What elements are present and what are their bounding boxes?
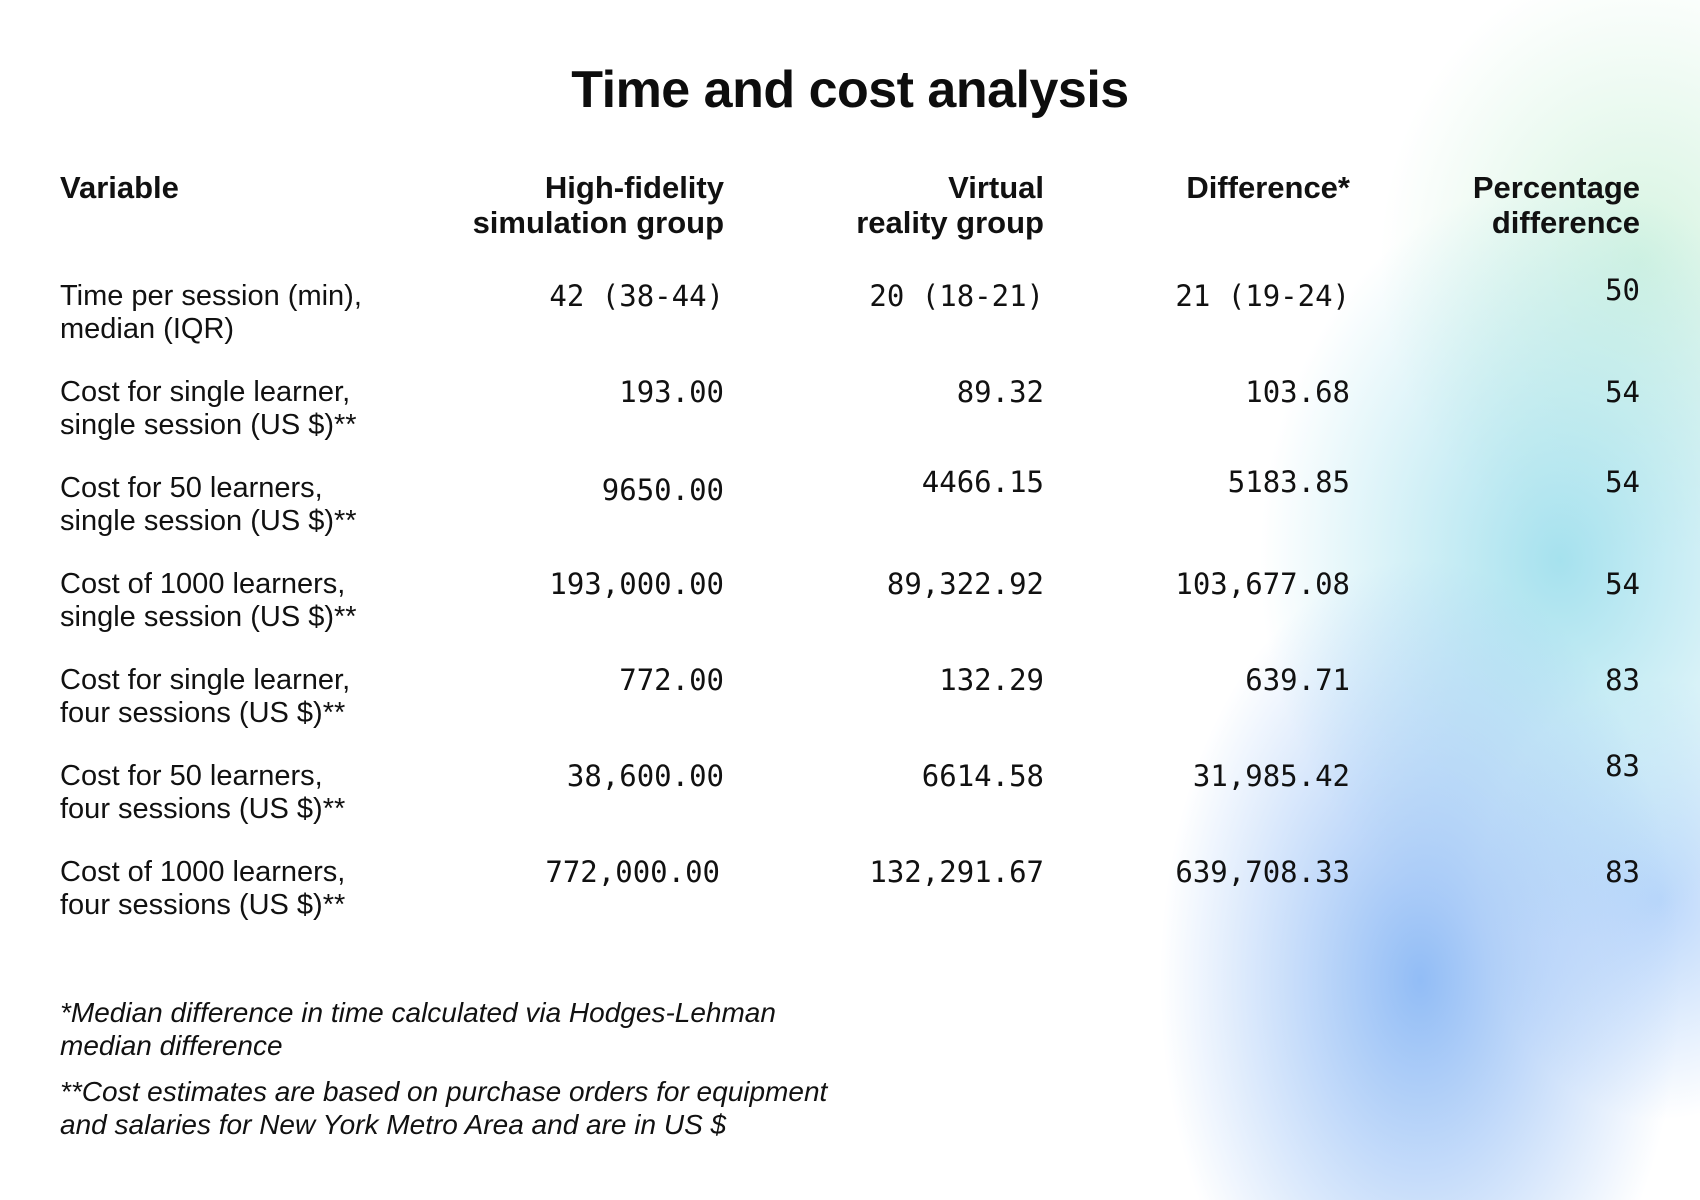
table-row: Cost of 1000 learners, four sessions (US… [0,856,1700,936]
cell-percentage: 83 [1605,749,1640,783]
table-row: Cost for 50 learners, four sessions (US … [0,750,1700,840]
cell-virtual-reality: 132.29 [939,663,1044,697]
row-label-line: single session (US $)** [60,409,357,441]
header-high-fidelity-line: simulation group [472,205,724,240]
header-variable-line: Variable [60,170,179,205]
row-label-line: Cost of 1000 learners, [60,568,346,600]
cell-difference: 103,677.08 [1175,567,1350,601]
row-label-line: four sessions (US $)** [60,697,346,729]
cell-percentage: 54 [1605,567,1640,601]
footnote-line: **Cost estimates are based on purchase o… [60,1076,828,1107]
header-high-fidelity-line: High-fidelity [544,170,724,205]
row-label-line: Cost of 1000 learners, [60,856,346,888]
cell-high-fidelity: 38,600.00 [566,759,724,793]
header-variable: Variable [60,170,179,205]
header-high-fidelity: High-fidelity simulation group [473,170,724,240]
header-percentage: Percentage difference [1473,170,1640,240]
cell-difference: 639,708.33 [1175,855,1350,889]
header-virtual-reality: Virtual reality group [856,170,1044,240]
row-label: Cost of 1000 learners, four sessions (US… [60,856,420,922]
row-label: Time per session (min), median (IQR) [60,280,420,346]
cell-virtual-reality: 6614.58 [921,759,1044,793]
header-percentage-line: Percentage [1472,170,1640,205]
cell-difference: 31,985.42 [1192,759,1350,793]
cell-percentage: 54 [1605,375,1640,409]
row-label-line: single session (US $)** [60,505,357,537]
row-label: Cost for 50 learners, four sessions (US … [60,760,420,826]
row-label-line: single session (US $)** [60,601,357,633]
row-label-line: Cost for single learner, [60,376,351,408]
cell-high-fidelity: 193.00 [619,375,724,409]
table-row: Cost of 1000 learners, single session (U… [0,568,1700,648]
cell-virtual-reality: 89.32 [956,375,1044,409]
cell-difference: 5183.85 [1227,465,1350,499]
row-label-line: Cost for single learner, [60,664,351,696]
cell-percentage: 83 [1605,663,1640,697]
table-row: Cost for 50 learners, single session (US… [0,466,1700,552]
row-label: Cost for 50 learners, single session (US… [60,472,420,538]
cell-percentage: 83 [1605,855,1640,889]
cell-high-fidelity: 193,000.00 [549,567,724,601]
footnote-line: median difference [60,1030,283,1061]
row-label-line: Cost for 50 learners, [60,760,323,792]
cell-virtual-reality: 20 (18-21) [869,279,1044,313]
row-label-line: Time per session (min), [60,280,362,312]
cell-difference: 21 (19-24) [1175,279,1350,313]
table-row: Time per session (min), median (IQR) 42 … [0,274,1700,360]
row-label-line: median (IQR) [60,313,235,345]
cell-virtual-reality: 89,322.92 [886,567,1044,601]
cell-high-fidelity: 772.00 [619,663,724,697]
footnote-median-difference: *Median difference in time calculated vi… [60,996,960,1062]
table-row: Cost for single learner, four sessions (… [0,664,1700,744]
table-row: Cost for single learner, single session … [0,376,1700,456]
cell-percentage: 50 [1605,273,1640,307]
cell-high-fidelity: 772,000.00 [545,855,720,889]
header-virtual-reality-line: reality group [856,205,1044,240]
header-difference: Difference* [1186,170,1350,205]
cell-virtual-reality: 132,291.67 [869,855,1044,889]
footnote-line: *Median difference in time calculated vi… [60,997,776,1028]
header-virtual-reality-line: Virtual [948,170,1044,205]
cell-percentage: 54 [1605,465,1640,499]
cell-virtual-reality: 4466.15 [921,465,1044,499]
footnote-line: and salaries for New York Metro Area and… [60,1109,727,1140]
cell-high-fidelity: 9650.00 [601,473,724,507]
cell-difference: 639.71 [1245,663,1350,697]
cell-high-fidelity: 42 (38-44) [549,279,724,313]
page-title: Time and cost analysis [571,61,1129,119]
row-label: Cost of 1000 learners, single session (U… [60,568,420,634]
footnote-cost-estimates: **Cost estimates are based on purchase o… [60,1075,960,1141]
header-percentage-line: difference [1491,205,1640,240]
row-label-line: Cost for 50 learners, [60,472,323,504]
row-label-line: four sessions (US $)** [60,889,346,921]
cell-difference: 103.68 [1245,375,1350,409]
row-label: Cost for single learner, four sessions (… [60,664,420,730]
row-label-line: four sessions (US $)** [60,793,346,825]
row-label: Cost for single learner, single session … [60,376,420,442]
header-difference-line: Difference* [1186,170,1350,205]
